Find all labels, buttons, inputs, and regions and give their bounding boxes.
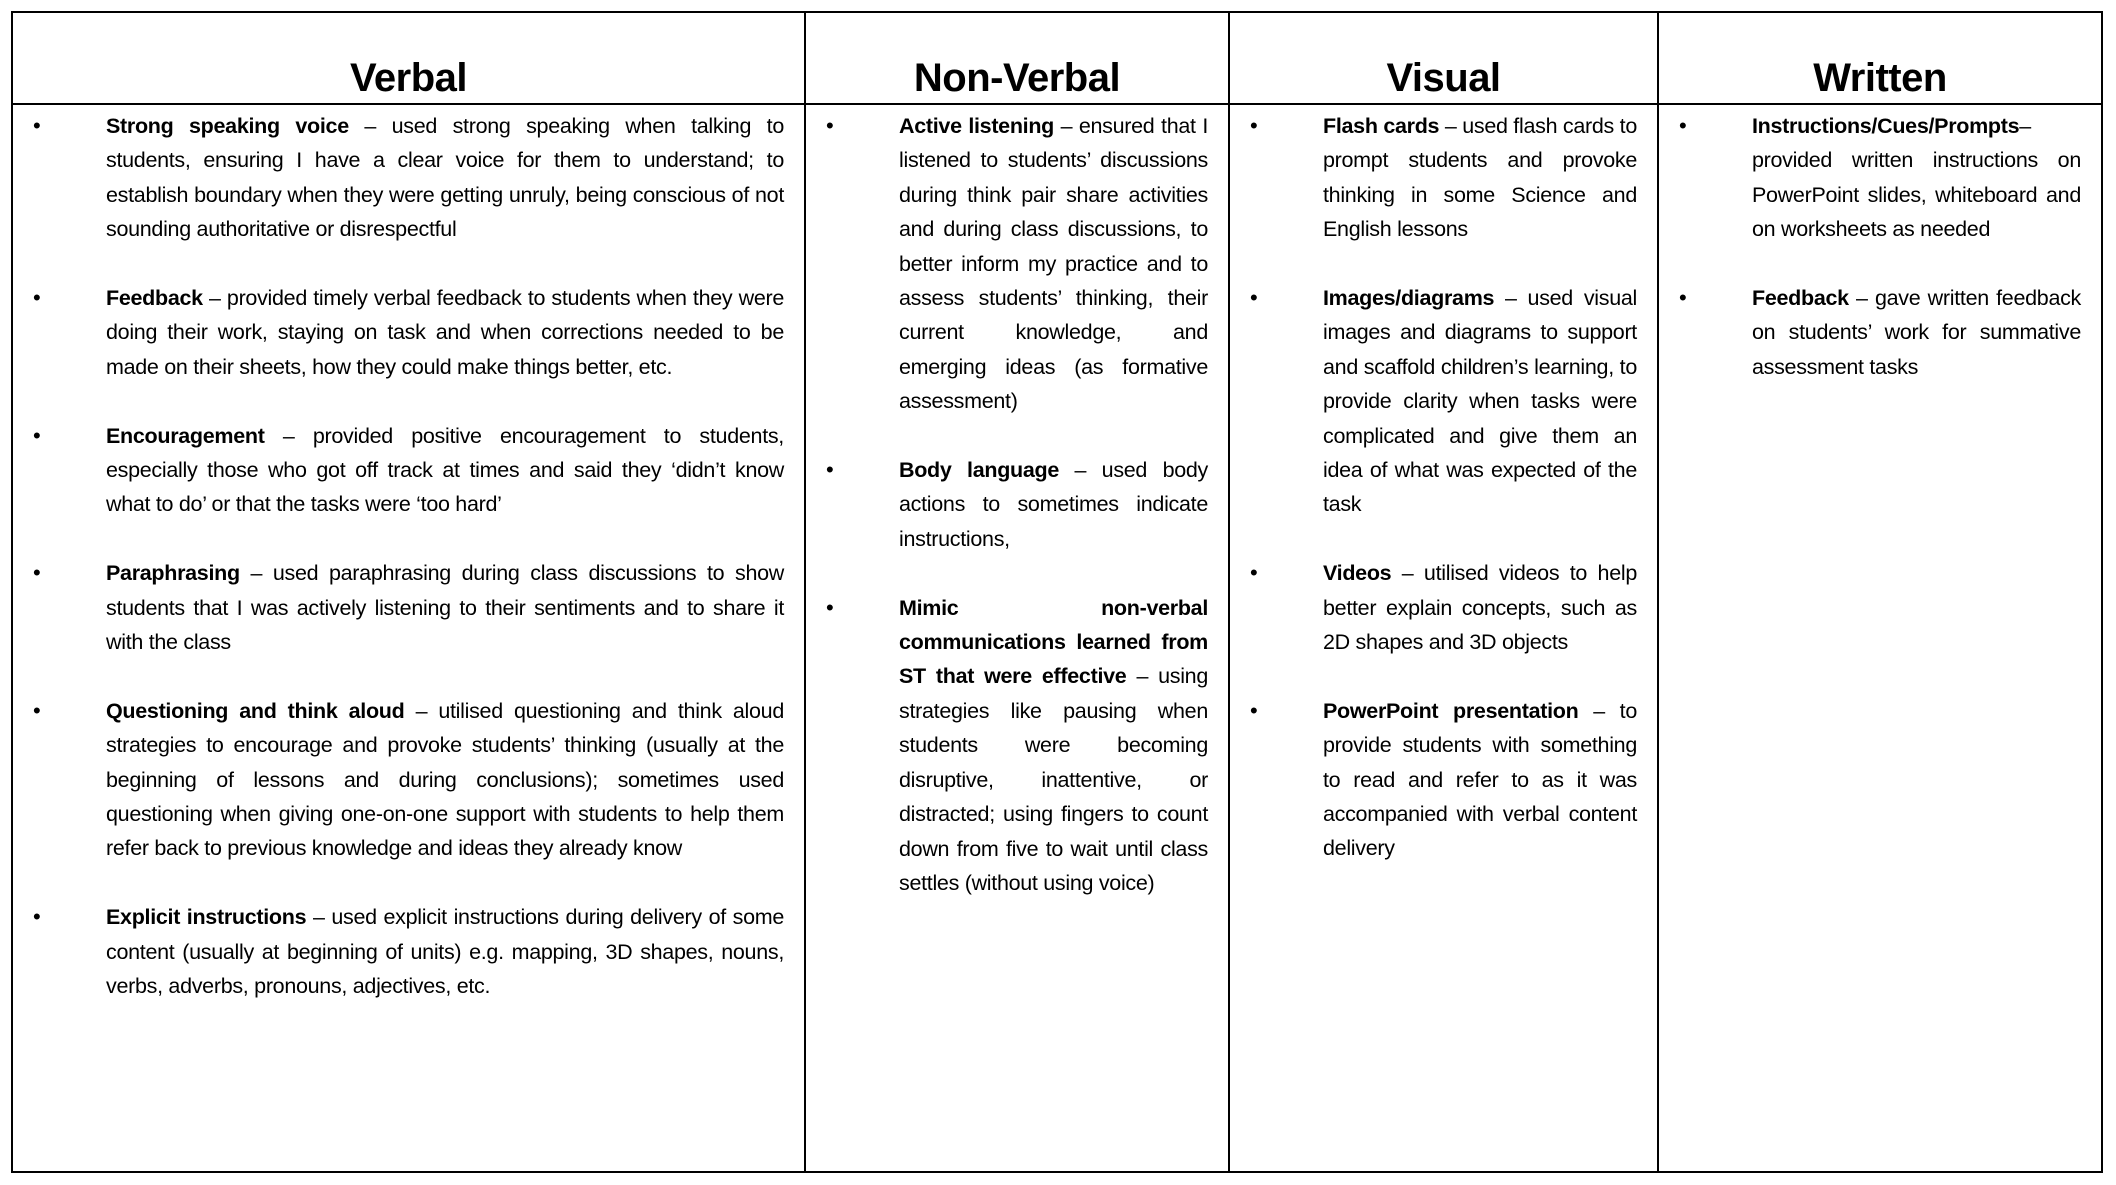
item-term: PowerPoint presentation xyxy=(1323,698,1579,723)
list-item: • Paraphrasing – used paraphrasing during… xyxy=(33,556,784,659)
item-term: Strong speaking voice xyxy=(106,114,349,138)
item-term: Questioning and think aloud xyxy=(106,698,405,723)
item-term: Encouragement xyxy=(106,423,265,448)
bullet-icon: • xyxy=(826,113,834,138)
item-description: – used visual images and diagrams to sup… xyxy=(1323,286,1637,517)
item-term: Paraphrasing xyxy=(106,561,240,586)
bullet-icon: • xyxy=(33,560,41,586)
item-term: Explicit instructions xyxy=(106,905,307,930)
item-term: Body language xyxy=(899,458,1060,483)
item-term: Videos xyxy=(1323,561,1392,586)
body-row: • Strong speaking voice – used strong spe… xyxy=(13,105,2101,1171)
item-description: – using strategies like pausing when stu… xyxy=(899,664,1208,895)
header-row: Verbal Non-Verbal Visual Written xyxy=(13,13,2101,105)
written-cell: • Instructions/Cues/Prompts– provided wri… xyxy=(1659,105,2101,1171)
list-item: • Instructions/Cues/Prompts– provided wri… xyxy=(1679,109,2081,247)
list-item: • Encouragement – provided positive encou… xyxy=(33,419,784,522)
bullet-icon: • xyxy=(33,697,41,723)
bullet-icon: • xyxy=(33,285,41,311)
item-description: – used paraphrasing during class discuss… xyxy=(106,561,784,655)
list-item: • PowerPoint presentation – to provide st… xyxy=(1250,694,1638,866)
item-description: – used explicit instructions during deli… xyxy=(106,905,785,999)
header-verbal: Verbal xyxy=(13,13,806,103)
bullet-icon: • xyxy=(1250,285,1258,311)
item-term: Active listening xyxy=(899,114,1055,138)
bullet-icon: • xyxy=(33,113,41,138)
list-item: • Videos – utilised videos to help better… xyxy=(1250,556,1637,659)
item-description: – gave written feedback on students’ wor… xyxy=(1752,286,2081,379)
bullet-icon: • xyxy=(1679,113,1687,138)
bullet-icon: • xyxy=(33,904,41,930)
bullet-icon: • xyxy=(1679,285,1687,311)
visual-cell: • Flash cards – used flash cards to promp… xyxy=(1230,105,1659,1171)
bullet-icon: • xyxy=(1250,560,1258,586)
item-term: Instructions/Cues/Prompts xyxy=(1752,114,2020,138)
item-description: – used strong speaking when talking to s… xyxy=(106,114,784,242)
bullet-icon: • xyxy=(826,457,834,483)
list-item: • Active listening – ensured that I liste… xyxy=(826,109,1208,419)
item-description: – utilised questioning and think aloud s… xyxy=(106,698,784,861)
item-term: Images/diagrams xyxy=(1323,286,1495,311)
bullet-icon: • xyxy=(1250,697,1258,723)
header-written: Written xyxy=(1813,56,1947,100)
item-description: – provided written instructions on Power… xyxy=(1752,114,2081,242)
header-non-verbal: Non-Verbal xyxy=(806,13,1230,103)
non-verbal-cell: • Active listening – ensured that I liste… xyxy=(806,105,1230,1171)
list-item: • Feedback – gave written feedback on stu… xyxy=(1679,281,2081,384)
list-item: • Questioning and think aloud – utilised … xyxy=(33,694,784,866)
bullet-icon: • xyxy=(33,422,41,448)
item-description: – provided positive encouragement to stu… xyxy=(106,423,784,517)
list-item: • Explicit instructions – used explicit i… xyxy=(33,900,785,1003)
communication-strategies-table: Verbal Non-Verbal Visual Written • Strong… xyxy=(11,11,2103,1173)
list-item: • Feedback – provided timely verbal feedb… xyxy=(33,281,784,384)
list-item: • Images/diagrams – used visual images an… xyxy=(1250,281,1637,522)
item-description: – used body actions to sometimes indicat… xyxy=(899,458,1209,551)
item-term: Flash cards xyxy=(1323,114,1440,138)
bullet-icon: • xyxy=(1250,113,1258,138)
item-description: – ensured that I listened to students’ d… xyxy=(899,114,1208,414)
verbal-cell: • Strong speaking voice – used strong spe… xyxy=(13,105,806,1171)
item-description: – utilised videos to help better explain… xyxy=(1323,561,1637,655)
bullet-icon: • xyxy=(826,594,834,620)
item-term: Feedback xyxy=(106,286,203,311)
list-item: • Body language – used body actions to so… xyxy=(826,453,1209,556)
item-description: – used flash cards to prompt students an… xyxy=(1323,114,1637,242)
item-description: – provided timely verbal feedback to stu… xyxy=(106,286,784,379)
list-item: • Flash cards – used flash cards to promp… xyxy=(1250,109,1637,247)
item-description: – to provide students with something to … xyxy=(1323,698,1638,861)
item-term: Mimic non-verbal communications learned … xyxy=(899,595,1208,689)
item-term: Feedback xyxy=(1752,286,1849,311)
header-visual: Visual xyxy=(1230,13,1659,103)
list-item: • Mimic non-verbal communications learned… xyxy=(826,591,1208,901)
list-item: • Strong speaking voice – used strong spe… xyxy=(33,109,784,247)
